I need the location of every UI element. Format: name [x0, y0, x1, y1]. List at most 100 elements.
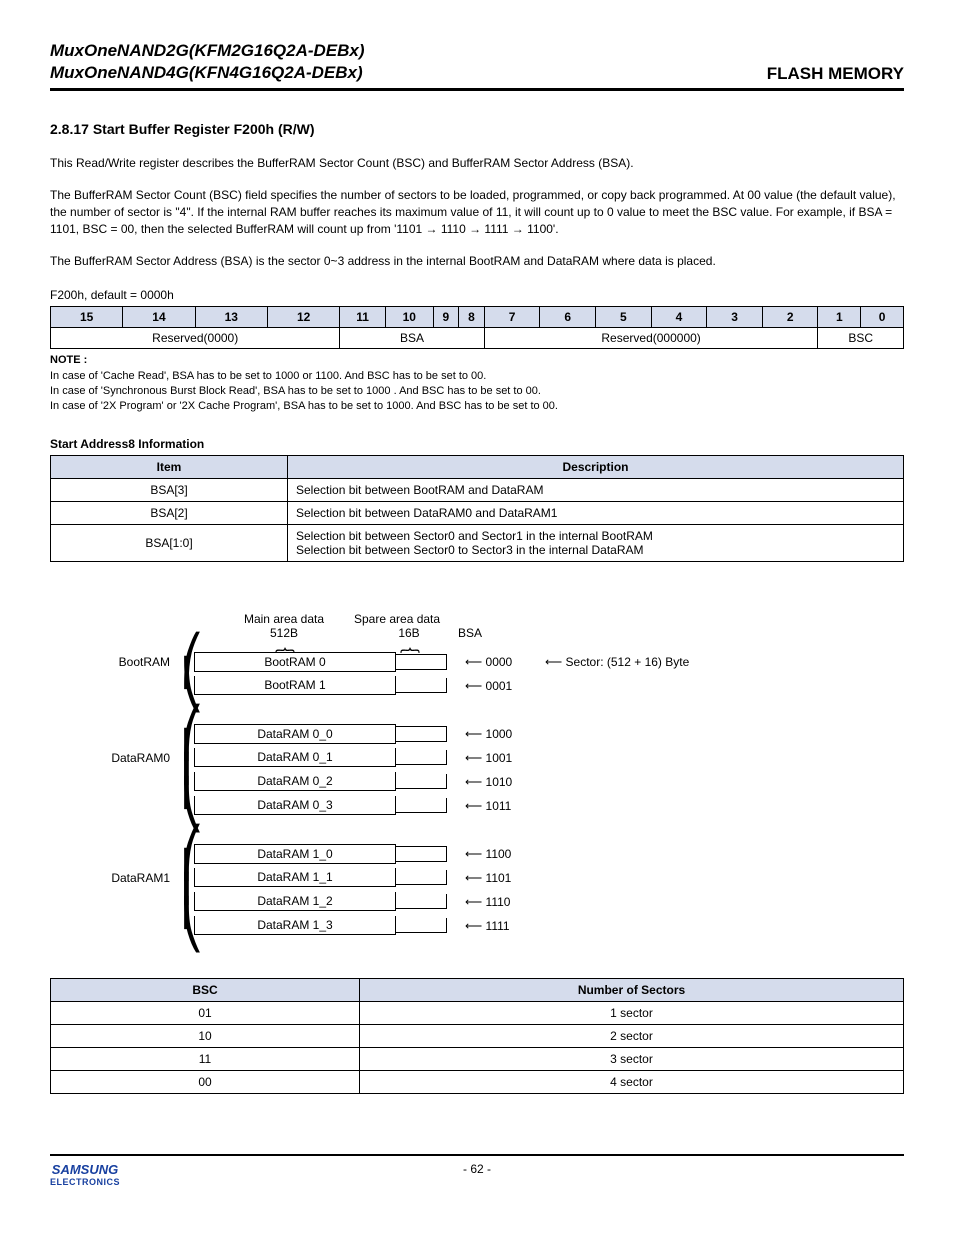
header-left: MuxOneNAND2G(KFM2G16Q2A-DEBx) MuxOneNAND…	[50, 40, 365, 84]
bsa-value: ⟵ 1111	[447, 919, 535, 933]
bsc-code: 10	[51, 1024, 360, 1047]
ram-group-DataRAM1: ⎛DataRAM 1_0 ⟵ 1100DataRAM1⎜DataRAM 1_1 …	[50, 842, 904, 938]
sector-size-label: ⟵ Sector: (512 + 16) Byte	[535, 655, 689, 669]
ram-main-cell: DataRAM 0_0	[194, 724, 396, 744]
ram-main-cell: DataRAM 0_1	[194, 748, 396, 767]
bit-col-2: 2	[762, 307, 818, 328]
bit-col-7: 7	[484, 307, 540, 328]
ram-main-cell: DataRAM 0_3	[194, 796, 396, 815]
brace-icon: ⎝	[180, 914, 194, 938]
bsa-value: ⟵ 1101	[447, 871, 535, 885]
samsung-logo: SAMSUNG ELECTRONICS	[50, 1162, 120, 1187]
ram-row: ⎜DataRAM 1_2 ⟵ 1110	[50, 890, 904, 914]
bit-col-13: 13	[195, 307, 267, 328]
bsc-sectors: 3 sector	[360, 1047, 904, 1070]
addr8-title: Start Address8 Information	[50, 437, 904, 451]
bit-col-1: 1	[818, 307, 861, 328]
ram-main-cell: DataRAM 1_3	[194, 916, 396, 935]
ram-group-label: DataRAM0	[50, 751, 180, 765]
header-right: FLASH MEMORY	[767, 64, 904, 84]
addr8-col-item: Item	[51, 455, 288, 478]
addr8-table: Item Description BSA[3]Selection bit bet…	[50, 455, 904, 562]
page-number: - 62 -	[463, 1162, 491, 1176]
ram-spare-cell	[396, 654, 447, 670]
note-block: NOTE : In case of 'Cache Read', BSA has …	[50, 353, 904, 415]
bsc-code: 00	[51, 1070, 360, 1093]
bsa-value: ⟵ 0001	[447, 679, 535, 693]
ram-main-cell: BootRAM 0	[194, 652, 396, 672]
ram-main-cell: DataRAM 1_2	[194, 892, 396, 911]
ram-group-DataRAM0: ⎛DataRAM 0_0 ⟵ 1000DataRAM0⎜DataRAM 0_1 …	[50, 722, 904, 818]
bitfield-Reserved000000: Reserved(000000)	[484, 328, 818, 349]
bsc-sectors: 2 sector	[360, 1024, 904, 1047]
bsc-col-1: Number of Sectors	[360, 978, 904, 1001]
ram-row: ⎝BootRAM 1 ⟵ 0001	[50, 674, 904, 698]
bit-col-5: 5	[595, 307, 651, 328]
ram-row: DataRAM0⎜DataRAM 0_1 ⟵ 1001	[50, 746, 904, 770]
bsc-table: BSC Number of Sectors 011 sector102 sect…	[50, 978, 904, 1094]
ram-row: ⎜DataRAM 0_2 ⟵ 1010	[50, 770, 904, 794]
section-title: 2.8.17 Start Buffer Register F200h (R/W)	[50, 121, 904, 137]
ram-row: ⎝DataRAM 0_3 ⟵ 1011	[50, 794, 904, 818]
ram-row: ⎝DataRAM 1_3 ⟵ 1111	[50, 914, 904, 938]
bsa-value: ⟵ 1000	[447, 727, 535, 741]
bit-col-11: 11	[340, 307, 386, 328]
bitfield-Reserved0000: Reserved(0000)	[51, 328, 340, 349]
register-default: F200h, default = 0000h	[50, 288, 904, 302]
ram-main-cell: DataRAM 1_1	[194, 868, 396, 887]
ram-row: ⎛DataRAM 0_0 ⟵ 1000	[50, 722, 904, 746]
ram-spare-cell	[396, 774, 447, 789]
bit-col-0: 0	[861, 307, 904, 328]
ram-spare-cell	[396, 894, 447, 909]
brace-icon: ⎝	[180, 674, 194, 698]
addr8-item: BSA[3]	[51, 478, 288, 501]
page-footer: SAMSUNG ELECTRONICS - 62 -	[50, 1154, 904, 1176]
bsc-sectors: 1 sector	[360, 1001, 904, 1024]
bsc-sectors: 4 sector	[360, 1070, 904, 1093]
addr8-desc: Selection bit between BootRAM and DataRA…	[288, 478, 904, 501]
brace-top-spare: ︷	[384, 640, 434, 650]
bsc-col-0: BSC	[51, 978, 360, 1001]
bsa-value: ⟵ 1011	[447, 799, 535, 813]
addr8-item: BSA[1:0]	[51, 524, 288, 561]
ram-spare-cell	[396, 870, 447, 885]
bitfield-BSC: BSC	[818, 328, 904, 349]
paragraph-1: This Read/Write register describes the B…	[50, 155, 904, 172]
ram-spare-cell	[396, 726, 447, 742]
bsc-code: 01	[51, 1001, 360, 1024]
bsa-value: ⟵ 1010	[447, 775, 535, 789]
ram-main-cell: DataRAM 0_2	[194, 772, 396, 791]
memory-diagram: Main area data 512B ︷ Spare area data 16…	[50, 612, 904, 938]
bit-col-12: 12	[267, 307, 339, 328]
addr8-col-desc: Description	[288, 455, 904, 478]
bit-col-14: 14	[123, 307, 195, 328]
bit-col-8: 8	[459, 307, 485, 328]
ram-spare-cell	[396, 918, 447, 933]
addr8-desc: Selection bit between DataRAM0 and DataR…	[288, 501, 904, 524]
bsa-col-label: BSA	[452, 626, 522, 640]
ram-row: DataRAM1⎜DataRAM 1_1 ⟵ 1101	[50, 866, 904, 890]
ram-row: BootRAM⎛BootRAM 0 ⟵ 0000⟵ Sector: (512 +…	[50, 650, 904, 674]
ram-row: ⎛DataRAM 1_0 ⟵ 1100	[50, 842, 904, 866]
ram-main-cell: BootRAM 1	[194, 676, 396, 695]
ram-spare-cell	[396, 846, 447, 862]
ram-group-BootRAM: BootRAM⎛BootRAM 0 ⟵ 0000⟵ Sector: (512 +…	[50, 650, 904, 698]
bsa-value: ⟵ 1001	[447, 751, 535, 765]
product-line-1: MuxOneNAND2G(KFM2G16Q2A-DEBx)	[50, 40, 365, 62]
note-head: NOTE :	[50, 354, 87, 366]
ram-spare-cell	[396, 750, 447, 765]
note-line-3: In case of '2X Program' or '2X Cache Pro…	[50, 400, 558, 412]
page-header: MuxOneNAND2G(KFM2G16Q2A-DEBx) MuxOneNAND…	[50, 40, 904, 91]
addr8-desc: Selection bit between Sector0 and Sector…	[288, 524, 904, 561]
bitfield-table: 1514131211109876543210 Reserved(0000)BSA…	[50, 306, 904, 349]
note-line-2: In case of 'Synchronous Burst Block Read…	[50, 385, 541, 397]
paragraph-2: The BufferRAM Sector Count (BSC) field s…	[50, 187, 904, 239]
bsc-code: 11	[51, 1047, 360, 1070]
bit-col-15: 15	[51, 307, 123, 328]
note-line-1: In case of 'Cache Read', BSA has to be s…	[50, 370, 486, 382]
ram-spare-cell	[396, 798, 447, 813]
bit-col-4: 4	[651, 307, 707, 328]
logo-main: SAMSUNG	[52, 1162, 118, 1177]
bsa-value: ⟵ 0000	[447, 655, 535, 669]
bitfield-BSA: BSA	[340, 328, 484, 349]
